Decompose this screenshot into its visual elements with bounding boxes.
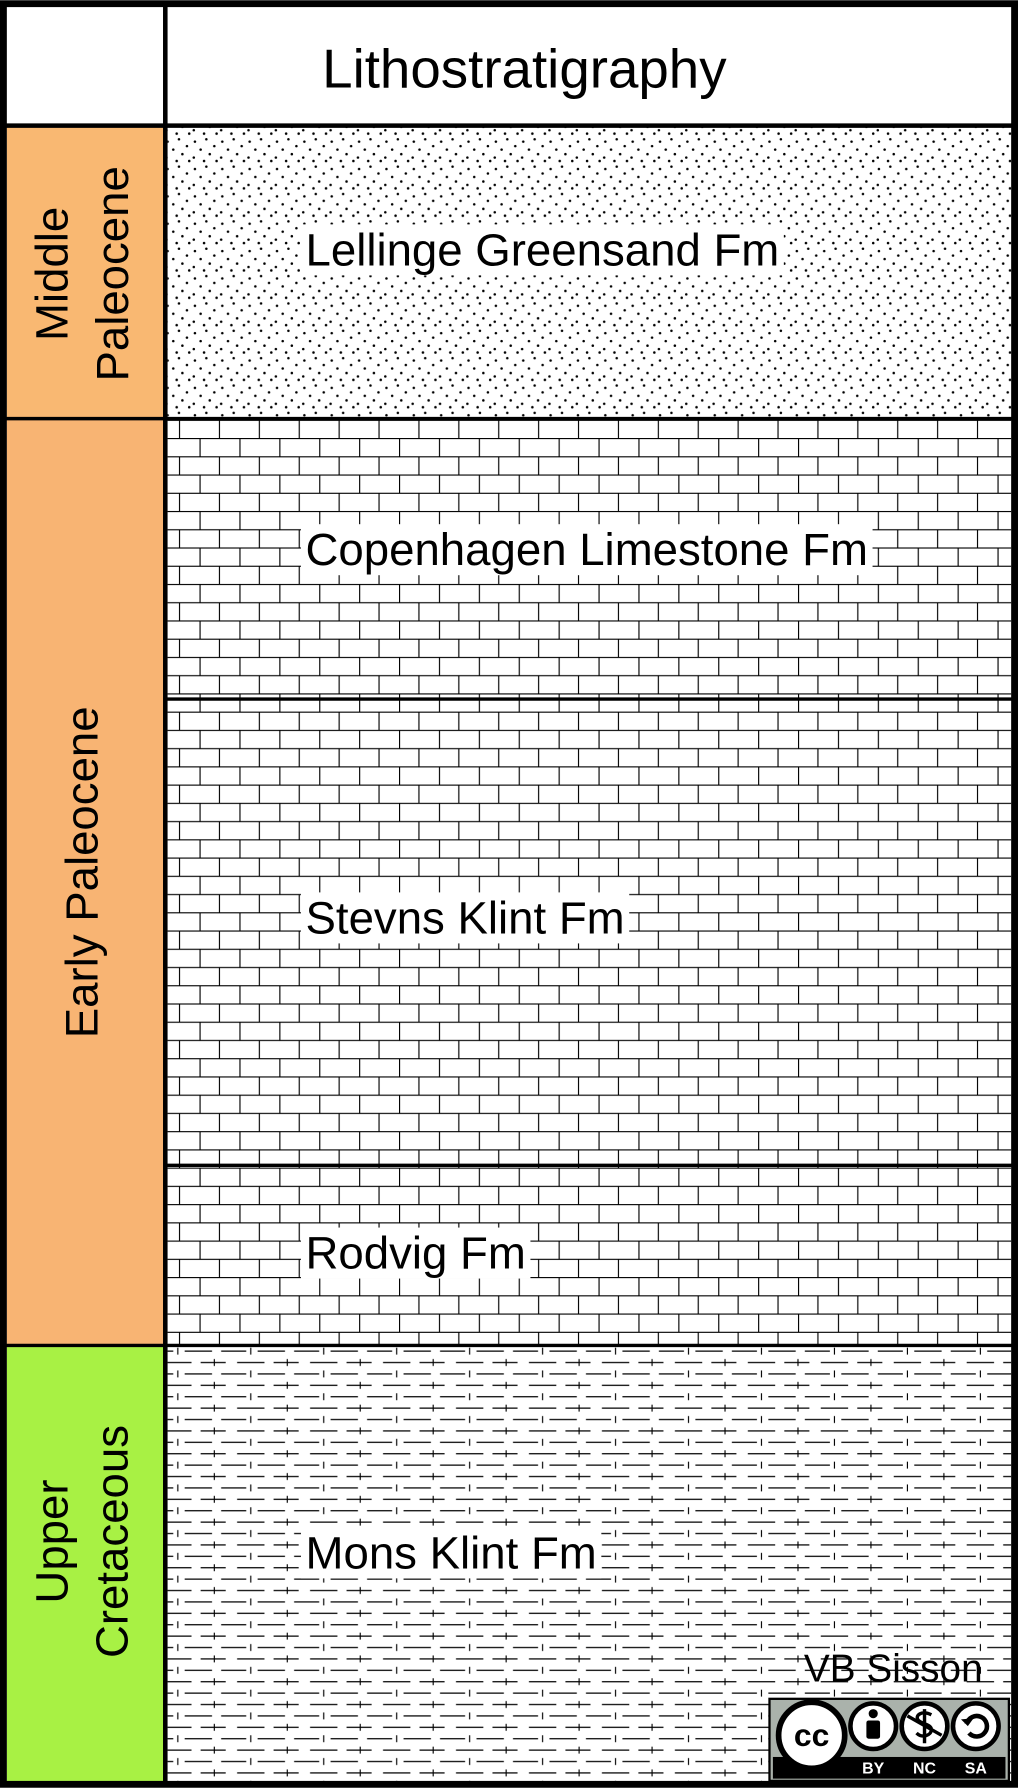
cc-text: cc xyxy=(794,1717,830,1753)
cc-circle xyxy=(775,1699,848,1772)
age-label: Cretaceous xyxy=(87,1425,138,1658)
header-title: Lithostratigraphy xyxy=(322,38,727,100)
nc-icon xyxy=(906,1709,943,1744)
sa-arrow xyxy=(964,1713,990,1739)
formation-label: Rodvig Fm xyxy=(306,1228,526,1279)
formation-label: Stevns Klint Fm xyxy=(306,892,625,943)
age-cell xyxy=(6,1345,166,1783)
by-body xyxy=(866,1720,881,1739)
formation-label: Copenhagen Limestone Fm xyxy=(306,524,868,575)
formation-label: Mons Klint Fm xyxy=(306,1527,597,1578)
age-label: Middle xyxy=(26,207,77,341)
label-background xyxy=(300,1527,602,1579)
formation-label: Lellinge Greensand Fm xyxy=(306,224,780,275)
sa-arrowhead xyxy=(961,1718,974,1727)
formation-layer xyxy=(167,1165,1012,1346)
sa-circle xyxy=(950,1701,1001,1752)
credit: VB Sisson xyxy=(804,1648,983,1691)
license-badge: cc BY NC SA xyxy=(768,1697,1011,1783)
by-head xyxy=(868,1709,878,1719)
age-label: Paleocene xyxy=(87,166,138,381)
age-cell xyxy=(6,125,166,419)
badge-label: BY xyxy=(862,1761,885,1778)
label-background xyxy=(300,224,784,276)
age-cell xyxy=(6,418,166,1346)
label-background xyxy=(300,524,873,576)
badge-label: NC xyxy=(913,1761,937,1778)
age-label: Early Paleocene xyxy=(57,706,108,1038)
label-background xyxy=(300,1227,531,1279)
badge-label: SA xyxy=(965,1761,988,1778)
label-background xyxy=(300,892,630,944)
age-label: Upper xyxy=(26,1479,77,1603)
